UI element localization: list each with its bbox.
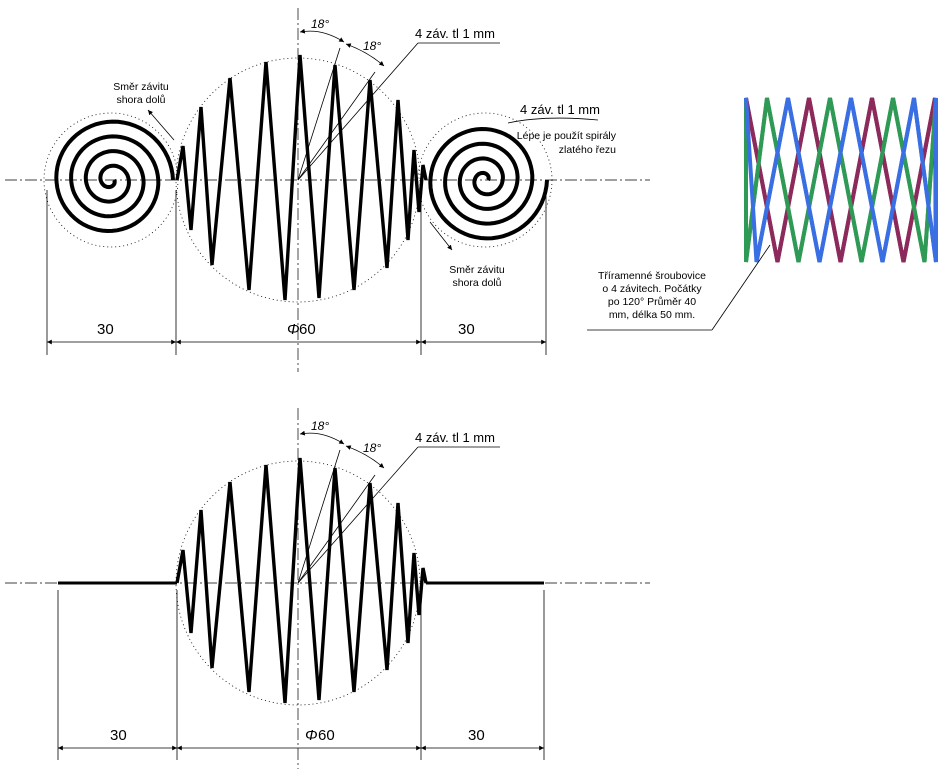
spiral-leader-text: 4 záv. tl 1 mm xyxy=(520,102,600,117)
bottom-angle-label-2: 18° xyxy=(363,441,381,455)
bottom-dim-center: 60 xyxy=(318,727,335,744)
top-outer-dotted-circle xyxy=(175,57,421,303)
bottom-zigzag-thread xyxy=(175,457,428,704)
right-direction-line-2: shora dolů xyxy=(452,277,501,289)
left-direction-arrow xyxy=(147,109,175,141)
three-strand-helix: Tříramenné šroubovice o 4 závitech. Počá… xyxy=(587,97,938,331)
left-direction-line-2: shora dolů xyxy=(116,94,165,106)
helix-note-line-2: o 4 závitech. Počátky xyxy=(602,283,702,295)
left-spiral xyxy=(54,119,175,234)
golden-note-line-2: zlatého řezu xyxy=(559,144,616,156)
top-angle-arc-1 xyxy=(299,28,345,43)
helix-strand-b-back xyxy=(744,97,938,263)
top-angle-arc-2 xyxy=(345,43,385,67)
spiral-leader-line xyxy=(507,117,599,124)
bottom-leader-text: 4 záv. tl 1 mm xyxy=(415,430,495,445)
bottom-dim-left: 30 xyxy=(110,727,127,744)
top-leader-line xyxy=(297,42,419,181)
helix-leader-line xyxy=(711,244,771,331)
helix-note-line-1: Tříramenné šroubovice xyxy=(598,270,706,282)
left-direction-line-1: Směr závitu xyxy=(113,81,169,93)
top-angle-label-2: 18° xyxy=(363,39,381,53)
helix-note-line-4: mm, délka 50 mm. xyxy=(609,309,695,321)
top-angle-label-1: 18° xyxy=(311,17,329,31)
bottom-outer-dotted-circle xyxy=(175,460,421,706)
right-spiral-dotted-circle xyxy=(417,112,553,248)
right-direction-arrow xyxy=(429,221,453,251)
top-angle-ray-1 xyxy=(297,47,341,181)
helix-note-line-3: po 120° Průměr 40 xyxy=(608,296,696,308)
bottom-angle-label-1: 18° xyxy=(311,419,329,433)
top-dim-center-symbol: Φ xyxy=(287,321,300,338)
golden-note-line-1: Lépe je použít spirály xyxy=(517,130,617,142)
bottom-angle-arc-2 xyxy=(345,445,385,469)
bottom-drawing: 30 Φ 60 30 18° 18° 4 záv. tl 1 mm xyxy=(5,408,650,769)
bottom-angle-ray-1 xyxy=(297,449,341,584)
top-dim-center: 60 xyxy=(299,321,316,338)
bottom-dim-right: 30 xyxy=(468,727,485,744)
right-spiral xyxy=(428,126,549,241)
bottom-angle-ray-2 xyxy=(297,474,376,584)
top-drawing: 30 Φ 60 30 18° 18° 4 záv. tl 1 mm 4 záv.… xyxy=(5,8,650,372)
helix-strands xyxy=(744,97,938,263)
top-dim-left: 30 xyxy=(97,321,114,338)
right-direction-line-1: Směr závitu xyxy=(449,264,505,276)
bottom-leader-line xyxy=(297,446,419,584)
top-leader-text: 4 záv. tl 1 mm xyxy=(415,26,495,41)
top-zigzag-thread xyxy=(175,54,428,301)
helix-strand-c-back xyxy=(744,97,938,263)
top-dim-right: 30 xyxy=(458,321,475,338)
bottom-dim-center-symbol: Φ xyxy=(305,727,318,744)
bottom-angle-arc-1 xyxy=(299,430,345,445)
top-angle-ray-2 xyxy=(297,71,376,181)
